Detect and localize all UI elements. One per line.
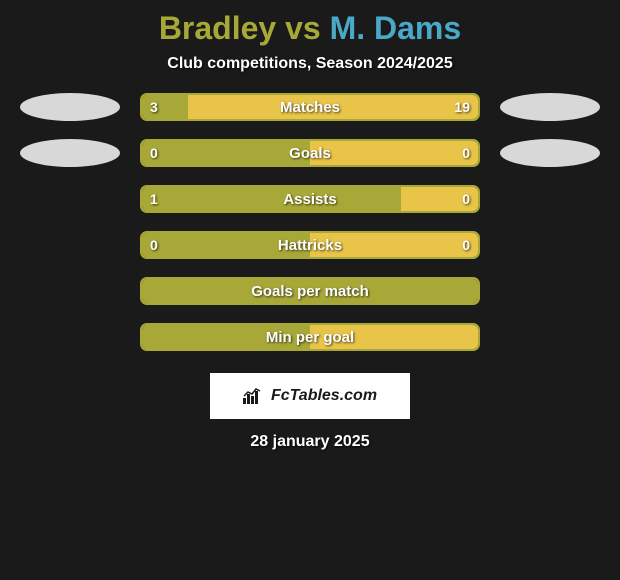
stat-value-right: 0 xyxy=(454,233,478,257)
stat-label: Matches xyxy=(142,95,478,119)
stat-row: Goals0 0 xyxy=(0,139,620,167)
stat-value-left: 3 xyxy=(142,95,166,119)
stat-row: Min per goal xyxy=(0,323,620,351)
stat-label: Assists xyxy=(142,187,478,211)
badge-text: FcTables.com xyxy=(271,387,377,405)
vs-text: vs xyxy=(285,10,321,46)
date-text: 28 january 2025 xyxy=(250,433,369,451)
comparison-card: Bradley vs M. Dams Club competitions, Se… xyxy=(0,0,620,580)
player2-name: M. Dams xyxy=(330,10,462,46)
stat-row: Assists1 0 xyxy=(0,185,620,213)
stat-bar: Goals per match xyxy=(140,277,480,305)
player1-logo-placeholder xyxy=(20,139,120,167)
stat-row: Matches3 19 xyxy=(0,93,620,121)
stat-value-right: 0 xyxy=(454,187,478,211)
fctables-icon xyxy=(243,388,265,404)
stat-label: Goals xyxy=(142,141,478,165)
stat-value-right: 19 xyxy=(446,95,478,119)
stat-bar: Hattricks0 0 xyxy=(140,231,480,259)
title: Bradley vs M. Dams xyxy=(159,10,461,47)
player1-name: Bradley xyxy=(159,10,276,46)
player2-logo-placeholder xyxy=(500,139,600,167)
stat-label: Goals per match xyxy=(142,279,478,303)
source-badge: FcTables.com xyxy=(210,373,410,419)
stat-value-left: 0 xyxy=(142,233,166,257)
stat-value-right: 0 xyxy=(454,141,478,165)
stat-value-left: 0 xyxy=(142,141,166,165)
player2-logo-placeholder xyxy=(500,93,600,121)
stat-row: Hattricks0 0 xyxy=(0,231,620,259)
stat-bar: Min per goal xyxy=(140,323,480,351)
player1-logo-placeholder xyxy=(20,93,120,121)
stats-list: Matches319Goals00Assists10Hattricks00Goa… xyxy=(0,93,620,351)
stat-value-left: 1 xyxy=(142,187,166,211)
stat-label: Min per goal xyxy=(142,325,478,349)
stat-bar: Goals0 0 xyxy=(140,139,480,167)
stat-bar: Assists1 0 xyxy=(140,185,480,213)
stat-row: Goals per match xyxy=(0,277,620,305)
stat-bar: Matches3 19 xyxy=(140,93,480,121)
stat-label: Hattricks xyxy=(142,233,478,257)
subtitle: Club competitions, Season 2024/2025 xyxy=(167,55,452,73)
